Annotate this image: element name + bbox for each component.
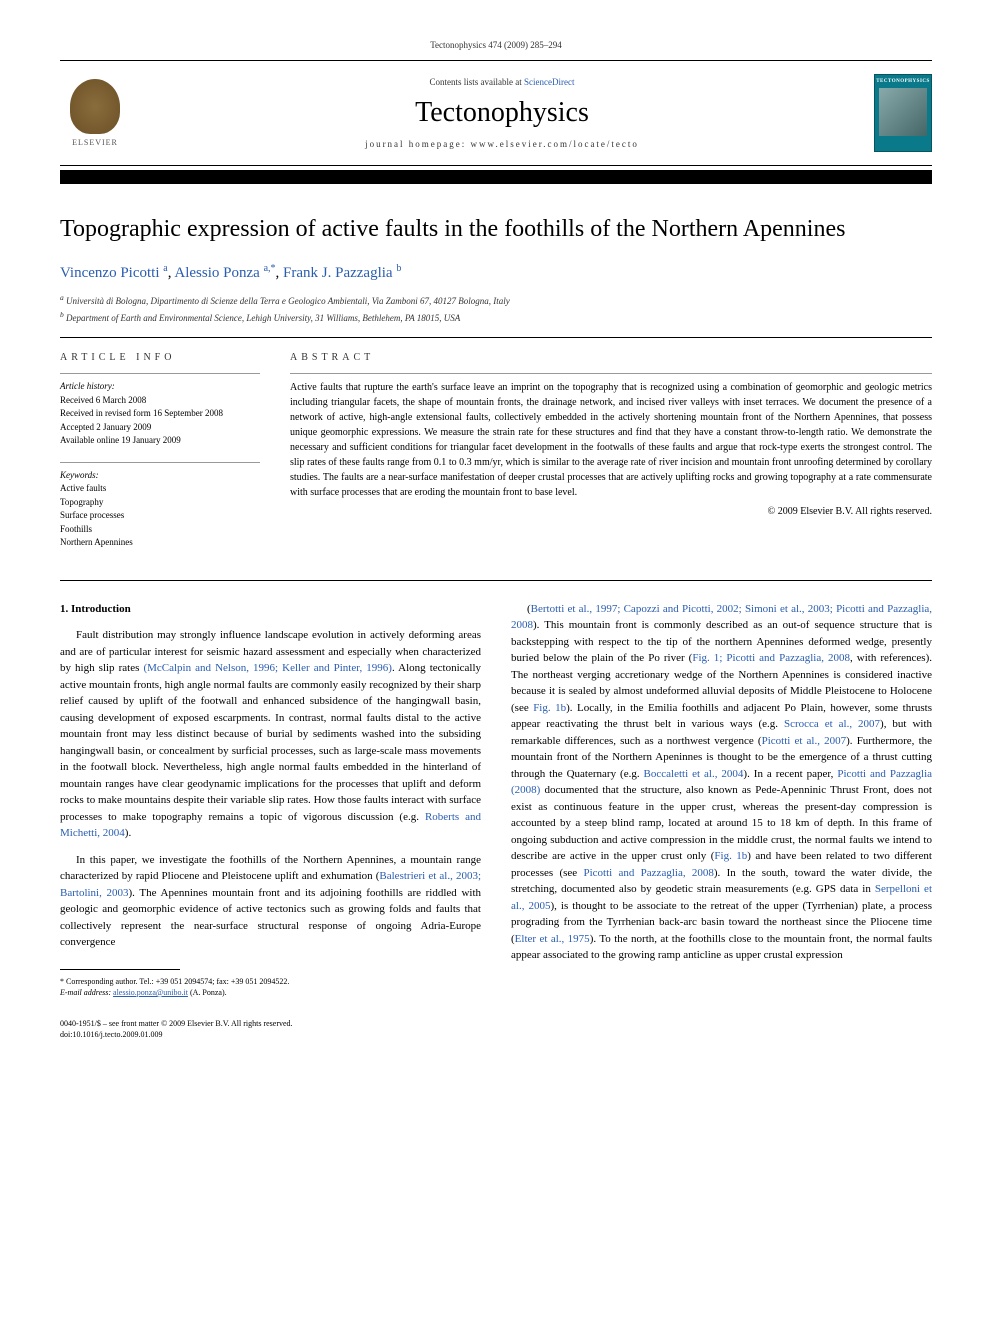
abstract-text: Active faults that rupture the earth's s… bbox=[290, 373, 932, 519]
body-two-column: 1. Introduction Fault distribution may s… bbox=[60, 601, 932, 1041]
page-footer: 0040-1951/$ – see front matter © 2009 El… bbox=[60, 1018, 481, 1040]
history-accepted: Accepted 2 January 2009 bbox=[60, 421, 260, 435]
body-paragraph: (Bertotti et al., 1997; Capozzi and Pico… bbox=[511, 601, 932, 964]
article-title: Topographic expression of active faults … bbox=[60, 214, 932, 245]
keyword: Northern Apennines bbox=[60, 536, 260, 550]
running-head: Tectonophysics 474 (2009) 285–294 bbox=[60, 40, 932, 50]
article-info-heading: article info bbox=[60, 352, 260, 363]
footer-doi: doi:10.1016/j.tecto.2009.01.009 bbox=[60, 1029, 481, 1040]
keyword: Topography bbox=[60, 496, 260, 510]
email-label: E-mail address: bbox=[60, 988, 111, 997]
keyword: Active faults bbox=[60, 482, 260, 496]
abstract-copyright: © 2009 Elsevier B.V. All rights reserved… bbox=[290, 504, 932, 519]
history-label: Article history: bbox=[60, 380, 260, 394]
author-link[interactable]: Vincenzo Picotti bbox=[60, 265, 160, 281]
affiliation-marker: a bbox=[163, 263, 167, 274]
author-link[interactable]: Frank J. Pazzaglia bbox=[283, 265, 393, 281]
body-paragraph: In this paper, we investigate the foothi… bbox=[60, 852, 481, 951]
contents-line: Contents lists available at ScienceDirec… bbox=[130, 77, 874, 87]
homepage-label: journal homepage: bbox=[365, 139, 470, 149]
homepage-line: journal homepage: www.elsevier.com/locat… bbox=[130, 139, 874, 149]
body-column-left: 1. Introduction Fault distribution may s… bbox=[60, 601, 481, 1041]
sciencedirect-link[interactable]: ScienceDirect bbox=[524, 77, 574, 87]
email-link[interactable]: alessio.ponza@unibo.it bbox=[113, 988, 188, 997]
affiliation-b: b Department of Earth and Environmental … bbox=[60, 309, 932, 326]
abstract-column: abstract Active faults that rupture the … bbox=[290, 352, 932, 564]
affiliation-marker: b bbox=[396, 263, 401, 274]
cover-image-icon bbox=[879, 88, 927, 136]
affiliation-a: a Università di Bologna, Dipartimento di… bbox=[60, 292, 932, 309]
footnote-separator bbox=[60, 969, 180, 970]
banner-center: Contents lists available at ScienceDirec… bbox=[130, 77, 874, 149]
keywords-block: Keywords: Active faults Topography Surfa… bbox=[60, 462, 260, 550]
affiliation-marker: a,* bbox=[264, 263, 276, 274]
author-list: Vincenzo Picotti a, Alessio Ponza a,*, F… bbox=[60, 263, 932, 282]
black-divider-bar bbox=[60, 170, 932, 184]
section-heading-intro: 1. Introduction bbox=[60, 601, 481, 618]
elsevier-logo: ELSEVIER bbox=[60, 73, 130, 153]
info-abstract-row: article info Article history: Received 6… bbox=[60, 352, 932, 564]
homepage-url: www.elsevier.com/locate/tecto bbox=[471, 139, 639, 149]
history-revised: Received in revised form 16 September 20… bbox=[60, 407, 260, 421]
author-link[interactable]: Alessio Ponza bbox=[174, 265, 259, 281]
footer-front-matter: 0040-1951/$ – see front matter © 2009 El… bbox=[60, 1018, 481, 1029]
history-received: Received 6 March 2008 bbox=[60, 394, 260, 408]
journal-banner: ELSEVIER Contents lists available at Sci… bbox=[60, 60, 932, 166]
keyword: Surface processes bbox=[60, 509, 260, 523]
keyword: Foothills bbox=[60, 523, 260, 537]
corresponding-author-footnote: * Corresponding author. Tel.: +39 051 20… bbox=[60, 976, 481, 998]
footnote-email-line: E-mail address: alessio.ponza@unibo.it (… bbox=[60, 987, 481, 998]
publisher-name: ELSEVIER bbox=[72, 138, 118, 147]
body-paragraph: Fault distribution may strongly influenc… bbox=[60, 627, 481, 842]
affiliations: a Università di Bologna, Dipartimento di… bbox=[60, 292, 932, 325]
keywords-label: Keywords: bbox=[60, 469, 260, 483]
email-name: (A. Ponza). bbox=[190, 988, 227, 997]
divider bbox=[60, 337, 932, 338]
footnote-corresponding: * Corresponding author. Tel.: +39 051 20… bbox=[60, 976, 481, 987]
divider bbox=[60, 580, 932, 581]
cover-title: TECTONOPHYSICS bbox=[876, 79, 930, 84]
contents-prefix: Contents lists available at bbox=[430, 77, 524, 87]
article-history-block: Article history: Received 6 March 2008 R… bbox=[60, 373, 260, 448]
journal-cover-thumbnail: TECTONOPHYSICS bbox=[874, 74, 932, 152]
body-column-right: (Bertotti et al., 1997; Capozzi and Pico… bbox=[511, 601, 932, 1041]
article-info-column: article info Article history: Received 6… bbox=[60, 352, 260, 564]
elsevier-tree-icon bbox=[70, 79, 120, 134]
abstract-heading: abstract bbox=[290, 352, 932, 363]
journal-name: Tectonophysics bbox=[130, 97, 874, 129]
history-online: Available online 19 January 2009 bbox=[60, 434, 260, 448]
